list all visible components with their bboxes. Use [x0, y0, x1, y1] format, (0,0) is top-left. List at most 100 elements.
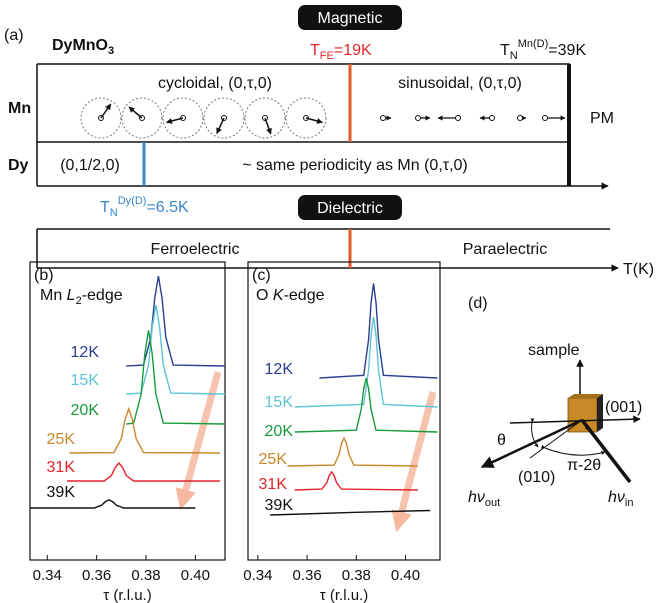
- panel-label: (c): [252, 267, 271, 284]
- x-tick-label: 0.34: [243, 567, 272, 584]
- spin-origin: [542, 115, 548, 121]
- spin-sketch: [80, 97, 566, 139]
- edge-label-part: 2: [76, 295, 82, 307]
- x-tick-label: 0.40: [181, 567, 210, 584]
- spin-origin: [415, 115, 421, 121]
- spectra-panel: (b) Mn L2-edge 0.34 0.36 0.38 0.40 τ (r.l.u.) 1…: [29, 261, 226, 603]
- edge-label-part: -edge: [82, 287, 123, 304]
- series-label: 20K: [71, 402, 100, 419]
- spin-arrow: [264, 117, 272, 135]
- axis-010: [529, 419, 583, 459]
- in-label: hνin: [608, 489, 633, 509]
- spectrum-line: [126, 330, 226, 425]
- angle-arc: [540, 444, 606, 456]
- t-fe-symbol: T: [310, 42, 320, 59]
- sample-top: [568, 394, 603, 398]
- spin-origin: [517, 115, 523, 121]
- series-label: 31K: [47, 459, 76, 476]
- angle-label: π-2θ: [567, 457, 601, 474]
- out-sub: out: [485, 497, 500, 509]
- panel-a: (a) DyMnO3 Magnetic TFE=19K TNMn(D)=39K …: [4, 5, 654, 278]
- series-label: 25K: [259, 451, 288, 468]
- x-tick-label: 0.38: [131, 567, 160, 584]
- out-label: hνout: [468, 489, 500, 509]
- spin-circle: [162, 97, 204, 139]
- tn-dy: TNDy(D)=6.5K: [100, 195, 189, 219]
- cycloidal-label: cycloidal, (0,τ,0): [158, 75, 272, 92]
- spectrum-line: [126, 304, 226, 395]
- spectrum-line: [67, 461, 221, 482]
- spectrum-line: [319, 283, 438, 379]
- x-tick-label: 0.36: [292, 567, 321, 584]
- spin-circle: [244, 97, 286, 139]
- spectrum-line: [30, 499, 196, 509]
- spin-origin: [455, 115, 461, 121]
- row-label: Mn: [8, 100, 31, 117]
- axis-010-label: (010): [518, 469, 555, 486]
- in-sub: in: [625, 497, 634, 509]
- dy-high-label: ~ same periodicity as Mn (0,τ,0): [242, 157, 468, 174]
- series-label: 12K: [71, 344, 100, 361]
- beam-in-direction: [584, 424, 616, 463]
- spin-circle: [285, 97, 327, 139]
- spin-origin: [380, 115, 386, 121]
- spectrum-line: [287, 436, 418, 467]
- t-fe: TFE=19K: [310, 42, 372, 62]
- compound: DyMnO3: [52, 37, 114, 57]
- tn-dy-sup: Dy(D): [118, 195, 147, 207]
- spin-circle: [121, 97, 163, 139]
- compound-base: DyMnO: [52, 37, 108, 54]
- out-base: hν: [468, 489, 485, 506]
- tn-mn-rest: =39K: [548, 42, 586, 59]
- x-axis-label: τ (r.l.u.): [320, 587, 368, 603]
- panel-d: (d) sample (001) θ (010) π-2θ hνout hνin: [468, 295, 642, 509]
- series-label: 15K: [71, 372, 100, 389]
- spin-circle: [80, 97, 122, 139]
- series-label: 15K: [265, 394, 294, 411]
- tn-dy-rest: =6.5K: [146, 199, 189, 216]
- panel-frame: [29, 261, 226, 561]
- edge-label-part: -edge: [284, 287, 325, 304]
- tn-dy-symbol: T: [100, 199, 110, 216]
- edge-label: Mn L2-edge: [40, 287, 123, 307]
- spectrum-line: [69, 406, 221, 454]
- x-tick-label: 0.38: [342, 567, 371, 584]
- spin-arrow: [128, 106, 143, 119]
- spin-arrow: [100, 103, 112, 119]
- series-label: 25K: [47, 431, 76, 448]
- edge-label-part: L: [67, 287, 76, 304]
- spectrum-line: [294, 470, 418, 491]
- edge-label-part: O: [256, 287, 273, 304]
- spin-arrow: [216, 117, 225, 134]
- sinusoidal-label: sinusoidal, (0,τ,0): [398, 75, 522, 92]
- tn-mn-sup: Mn(D): [518, 38, 549, 50]
- trend-arrow: [391, 391, 437, 533]
- sample-side: [597, 394, 603, 432]
- spectrum-line: [126, 275, 226, 367]
- spin-circle: [203, 97, 245, 139]
- panel-label: (a): [4, 27, 24, 44]
- dielectric-header: Dielectric: [317, 200, 383, 217]
- axis-001-label: (001): [605, 399, 642, 416]
- spectrum-line: [270, 509, 431, 516]
- edge-label-part: Mn: [40, 287, 67, 304]
- panel-label: (d): [468, 295, 488, 312]
- x-tick-label: 0.40: [391, 567, 420, 584]
- spectra-panel: (c) O K-edge 0.34 0.36 0.38 0.40 τ (r.l.u.) 12K…: [243, 261, 441, 603]
- theta-label: θ: [497, 432, 506, 449]
- row-label: Dy: [8, 157, 29, 174]
- t-fe-rest: =19K: [334, 42, 372, 59]
- spectrum-line: [294, 377, 438, 433]
- spin-arrow: [165, 117, 184, 124]
- in-base: hν: [608, 489, 625, 506]
- series-label: 39K: [265, 497, 294, 514]
- spectrum-line: [294, 316, 438, 408]
- x-axis-label: τ (r.l.u.): [103, 587, 151, 603]
- tn-mn-sub: N: [510, 50, 518, 62]
- dy-low-label: (0,1/2,0): [60, 157, 120, 174]
- pm-label: PM: [590, 110, 614, 127]
- spin-origin: [489, 115, 495, 121]
- edge-label: O K-edge: [256, 287, 325, 304]
- series-label: 12K: [265, 361, 294, 378]
